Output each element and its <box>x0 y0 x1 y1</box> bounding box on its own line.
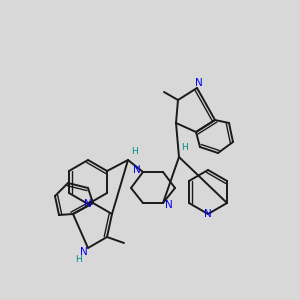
Text: N: N <box>204 209 212 219</box>
Text: N: N <box>133 165 141 175</box>
Text: H: H <box>130 148 137 157</box>
Text: H: H <box>182 143 188 152</box>
Text: N: N <box>84 199 92 209</box>
Text: N: N <box>165 200 173 210</box>
Text: H: H <box>75 254 81 263</box>
Text: N: N <box>80 247 88 257</box>
Text: N: N <box>195 78 203 88</box>
